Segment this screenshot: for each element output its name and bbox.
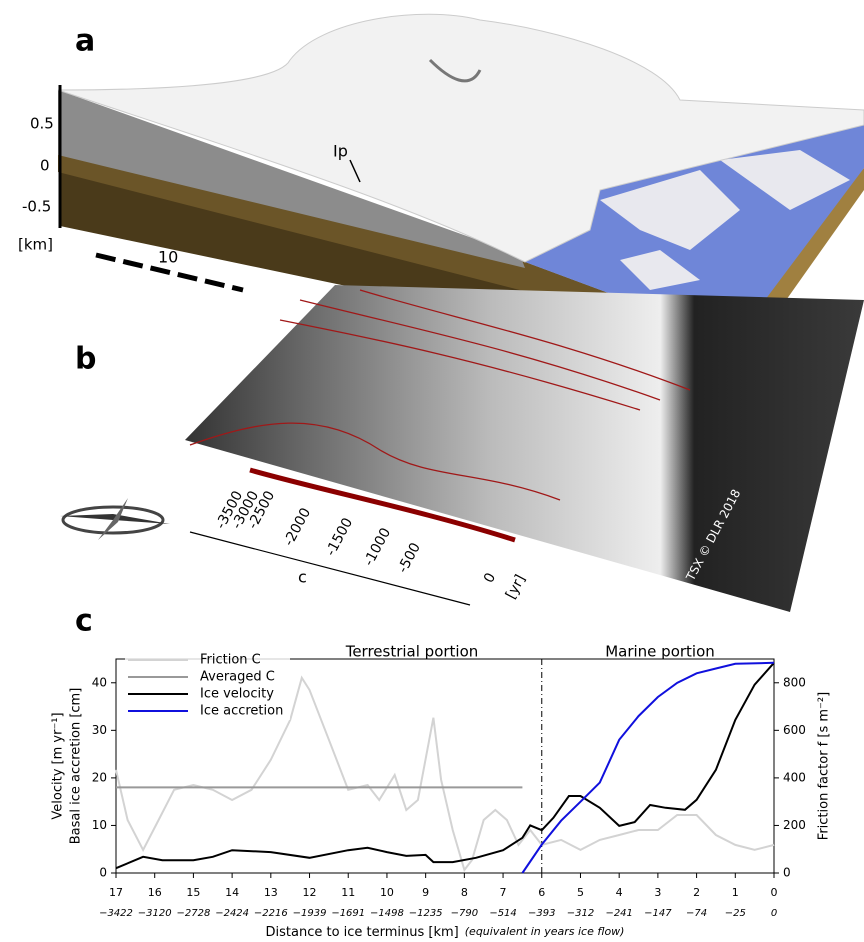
x-year-label: −2728: [176, 908, 210, 919]
x-tick-label: 14: [225, 886, 239, 899]
x-year-label: −25: [725, 908, 746, 919]
timeline-tick: -1000: [361, 525, 394, 568]
y-tick-label: 40: [92, 675, 107, 689]
x-label-text: Distance to ice terminus [km]: [266, 925, 459, 940]
x-tick-label: 15: [186, 886, 200, 899]
x-tick-label: 2: [693, 886, 700, 899]
y2-tick-label: 200: [783, 818, 806, 832]
timeline-label: c: [298, 568, 307, 587]
x-tick-label: 0: [771, 886, 778, 899]
page: a 0.5 0 -0.5 [km] 10 Ip b TSX © DLR 2018…: [0, 0, 864, 942]
timeline-tick: -2000: [281, 505, 314, 548]
scale-tick-label: -0.5: [22, 198, 51, 216]
y-tick-label: 20: [92, 770, 107, 784]
x-label-note: (equivalent in years ice flow): [465, 925, 625, 938]
y-tick-label: 10: [92, 818, 107, 832]
x-tick-label: 8: [461, 886, 468, 899]
y2-tick-label: 600: [783, 723, 806, 737]
y2-tick-label: 800: [783, 675, 806, 689]
legend-label: Friction C: [200, 653, 261, 668]
x-axis-label: Distance to ice terminus [km] (equivalent…: [266, 925, 625, 940]
annotation: Terrestrial portion: [345, 643, 479, 661]
satellite-image: [185, 285, 864, 612]
x-year-label: −1498: [370, 908, 404, 919]
x-year-label: −393: [528, 908, 555, 919]
legend-label: Ice accretion: [200, 704, 283, 719]
figure: a 0.5 0 -0.5 [km] 10 Ip b TSX © DLR 2018…: [0, 0, 864, 942]
y-axis-label: Velocity [m yr⁻¹]: [51, 712, 66, 819]
legend-label: Ice velocity: [200, 687, 274, 702]
x-tick-label: 3: [654, 886, 661, 899]
x-year-label: −147: [644, 908, 672, 919]
x-year-label: −3422: [99, 908, 133, 919]
scale-tick-label: 0.5: [30, 115, 54, 133]
x-year-label: −1939: [293, 908, 327, 919]
timeline-tick: 0: [481, 570, 499, 585]
y2-tick-label: 400: [783, 770, 806, 784]
panel-label: a: [75, 24, 95, 59]
x-tick-label: 1: [732, 886, 739, 899]
timeline-tick: -1500: [323, 515, 356, 558]
x-year-label: −2424: [215, 908, 249, 919]
compass: [60, 498, 170, 540]
timeline-tick: -500: [395, 540, 424, 576]
x-tick-label: 4: [616, 886, 623, 899]
x-year-label: −1691: [331, 908, 365, 919]
x-tick-label: 6: [538, 886, 545, 899]
panel-label: b: [75, 342, 96, 377]
x-tick-label: 10: [380, 886, 394, 899]
x-tick-label: 12: [303, 886, 317, 899]
x-year-label: −790: [451, 908, 478, 919]
y-axis-label: Basal ice accretion [cm]: [69, 688, 84, 845]
y2-axis-label: Friction factor f [s m⁻²]: [817, 692, 832, 840]
series-line: [522, 663, 774, 873]
x-tick-label: 7: [500, 886, 507, 899]
x-year-label: −3120: [138, 908, 172, 919]
x-year-label: −1235: [409, 908, 443, 919]
x-tick-label: 9: [422, 886, 429, 899]
x-year-label: −514: [489, 908, 516, 919]
annotation: Marine portion: [605, 643, 715, 661]
timeline-unit: [yr]: [503, 572, 529, 602]
x-year-label: −2216: [254, 908, 288, 919]
scale-bar-label: 10: [158, 248, 178, 267]
y-tick-label: 30: [92, 723, 107, 737]
x-tick-label: 5: [577, 886, 584, 899]
x-year-label: 0: [771, 908, 777, 919]
scale-unit: [km]: [18, 236, 53, 254]
legend-label: Averaged C: [200, 670, 275, 685]
panel-label: c: [75, 604, 93, 639]
x-tick-label: 11: [341, 886, 355, 899]
x-tick-label: 17: [109, 886, 123, 899]
x-year-label: −241: [605, 908, 632, 919]
ip-label: Ip: [333, 142, 348, 161]
scale-tick-label: 0: [40, 157, 50, 175]
x-tick-label: 16: [148, 886, 162, 899]
y2-tick-label: 0: [783, 866, 791, 880]
x-year-label: −312: [567, 908, 594, 919]
x-year-label: −74: [686, 908, 707, 919]
x-tick-label: 13: [264, 886, 278, 899]
y-tick-label: 0: [99, 866, 107, 880]
